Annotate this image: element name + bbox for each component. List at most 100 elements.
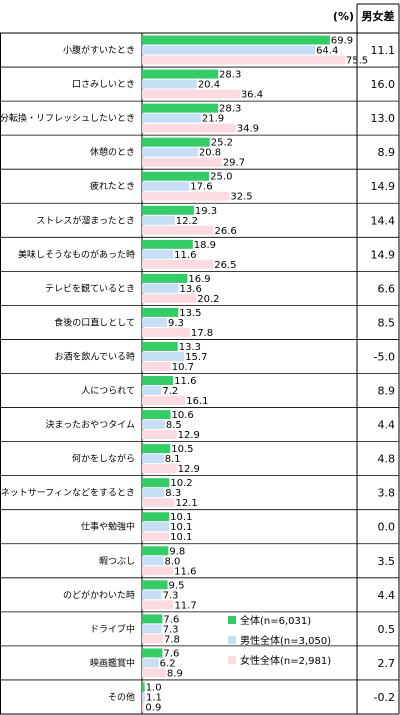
data-label: 16.9 xyxy=(188,274,210,285)
diff-value: 8.9 xyxy=(378,385,396,398)
data-label: 18.9 xyxy=(194,240,216,251)
bar xyxy=(142,327,190,337)
data-label: 12.9 xyxy=(178,430,200,441)
diff-value: 13.0 xyxy=(371,112,396,125)
row-15: 暇つぶし 9.88.011.6 3.5 xyxy=(0,543,399,577)
bar xyxy=(142,341,178,351)
data-label: 28.3 xyxy=(219,70,241,81)
bar xyxy=(142,532,170,542)
bar xyxy=(142,512,170,522)
diff-value: 8.5 xyxy=(378,316,396,329)
bar xyxy=(142,283,179,293)
category-label: 映画鑑賞中 xyxy=(90,657,135,669)
bar xyxy=(142,478,170,488)
bar xyxy=(142,546,169,556)
data-label: 11.6 xyxy=(174,250,196,261)
bar xyxy=(142,225,214,235)
data-label: 8.3 xyxy=(165,488,181,499)
data-label: 7.2 xyxy=(162,386,178,397)
bar xyxy=(142,45,316,55)
bar xyxy=(142,668,166,678)
data-label: 8.0 xyxy=(165,556,181,567)
bar xyxy=(142,488,165,498)
bar xyxy=(142,35,330,45)
data-label: 10.1 xyxy=(170,522,192,533)
data-label: 28.3 xyxy=(219,104,241,115)
data-label: 13.6 xyxy=(180,284,202,295)
row-6: 美味しそうなものがあった時 18.911.6 26.5 14.9 xyxy=(0,236,399,271)
category-label: ストレスが溜まったとき xyxy=(36,214,135,226)
unit-label: (%) xyxy=(333,10,354,23)
data-label: 8.5 xyxy=(166,420,182,431)
diff-value: 0.0 xyxy=(378,521,396,534)
bar xyxy=(142,614,163,624)
data-label: 15.7 xyxy=(185,352,207,363)
bar xyxy=(142,702,145,712)
data-label: 26.5 xyxy=(214,260,236,271)
bar xyxy=(142,239,193,249)
diff-value: 14.9 xyxy=(371,248,396,261)
data-label: 34.9 xyxy=(237,124,259,135)
legend-item: 全体(n=6,031) xyxy=(228,614,311,627)
data-label: 20.2 xyxy=(197,294,219,305)
bar xyxy=(142,55,345,65)
data-label: 12.1 xyxy=(176,498,198,509)
bar xyxy=(142,147,198,157)
data-label: 6.2 xyxy=(160,658,176,669)
bar xyxy=(142,205,194,215)
row-16: のどがかわいた時 9.57.311.7 4.4 xyxy=(0,577,399,611)
legend-label: 男性全体(n=3,050) xyxy=(240,634,331,647)
row-19: その他 1.01.10.9 -0.2 xyxy=(0,679,399,713)
diff-value: 2.7 xyxy=(378,657,396,670)
data-label: 13.3 xyxy=(179,342,201,353)
category-label: テレビを観ているとき xyxy=(45,282,135,294)
bar xyxy=(142,682,145,692)
data-label: 19.3 xyxy=(195,206,217,217)
data-label: 1.0 xyxy=(146,682,162,693)
bar xyxy=(142,137,210,147)
bar xyxy=(142,648,163,658)
row-10: 人につられて 11.67.2 16.1 8.9 xyxy=(0,373,399,407)
data-label: 75.5 xyxy=(346,56,368,67)
data-label: 69.9 xyxy=(331,36,353,47)
bar xyxy=(142,590,162,600)
bar xyxy=(142,454,164,464)
diff-value: 6.6 xyxy=(378,282,396,295)
bar xyxy=(142,123,236,133)
bar xyxy=(142,215,175,225)
chart-legend: 全体(n=6,031) 男性全体(n=3,050) 女性全体(n=2,981) xyxy=(228,614,331,667)
bar xyxy=(142,351,185,361)
bar xyxy=(142,69,219,79)
category-label: 口さみしいとき xyxy=(72,79,135,90)
category-label: 気分転換・リフレッシュしたいとき xyxy=(0,112,135,124)
bar xyxy=(142,396,186,406)
category-label: 人につられて xyxy=(81,386,135,397)
legend-swatch xyxy=(228,636,236,644)
row-0: 小腹がすいたとき 69.964.4 75.511.1 xyxy=(63,35,395,67)
data-label: 11.6 xyxy=(174,376,196,387)
bar xyxy=(142,249,174,259)
bar xyxy=(142,634,163,644)
category-label: 決まったおやつタイム xyxy=(46,419,135,431)
diff-value: 4.4 xyxy=(378,589,396,602)
legend-swatch xyxy=(228,616,236,624)
legend-swatch xyxy=(228,656,236,664)
data-label: 16.1 xyxy=(186,396,208,407)
bar xyxy=(142,293,197,303)
category-label: 休憩のとき xyxy=(90,146,135,158)
bar xyxy=(142,692,145,702)
category-label: 暇つぶし xyxy=(99,556,135,567)
data-label: 9.3 xyxy=(168,318,184,329)
data-label: 13.5 xyxy=(179,308,201,319)
data-label: 9.5 xyxy=(169,580,185,591)
diff-value: 14.9 xyxy=(371,180,396,193)
bar xyxy=(142,79,197,89)
diff-value: 4.4 xyxy=(378,419,396,432)
bar xyxy=(142,157,222,167)
row-2: 気分転換・リフレッシュしたいとき 28.321.9 34.9 13.0 xyxy=(0,100,399,135)
legend-item: 男性全体(n=3,050) xyxy=(228,634,331,647)
bar xyxy=(142,273,188,283)
category-label: その他 xyxy=(108,691,135,703)
